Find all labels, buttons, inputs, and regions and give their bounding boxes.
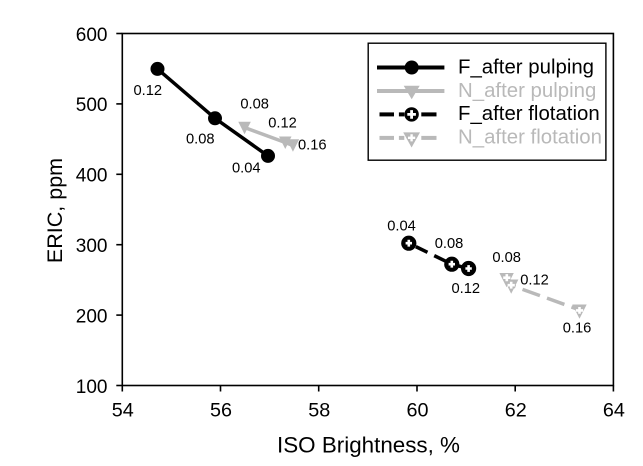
svg-text:0.04: 0.04	[387, 218, 416, 234]
svg-text:60: 60	[406, 400, 428, 422]
svg-text:54: 54	[112, 400, 134, 422]
svg-text:0.08: 0.08	[435, 236, 464, 252]
svg-text:300: 300	[76, 236, 108, 257]
svg-text:0.12: 0.12	[268, 115, 297, 131]
svg-text:ERIC, ppm: ERIC, ppm	[43, 158, 67, 263]
svg-text:0.16: 0.16	[298, 138, 327, 154]
svg-text:ISO Brightness, %: ISO Brightness, %	[277, 433, 460, 458]
svg-text:500: 500	[76, 95, 108, 116]
svg-text:58: 58	[308, 400, 330, 422]
svg-text:0.04: 0.04	[232, 160, 261, 176]
svg-text:0.12: 0.12	[520, 273, 549, 289]
svg-text:0.08: 0.08	[492, 250, 521, 266]
svg-text:400: 400	[76, 166, 108, 187]
svg-text:64: 64	[603, 400, 625, 422]
svg-text:0.08: 0.08	[240, 97, 269, 113]
svg-text:56: 56	[210, 400, 232, 422]
svg-text:N_after flotation: N_after flotation	[458, 127, 602, 149]
svg-text:200: 200	[76, 306, 108, 327]
svg-text:0.12: 0.12	[452, 281, 481, 297]
svg-text:N_after pulping: N_after pulping	[458, 80, 596, 102]
svg-text:F_after flotation: F_after flotation	[458, 103, 600, 125]
svg-text:0.16: 0.16	[563, 321, 592, 337]
svg-text:F_after pulping: F_after pulping	[458, 56, 594, 78]
svg-text:600: 600	[76, 25, 108, 46]
svg-text:62: 62	[505, 400, 527, 422]
svg-text:0.12: 0.12	[134, 83, 163, 99]
svg-text:100: 100	[76, 377, 108, 398]
svg-text:0.08: 0.08	[186, 131, 215, 147]
